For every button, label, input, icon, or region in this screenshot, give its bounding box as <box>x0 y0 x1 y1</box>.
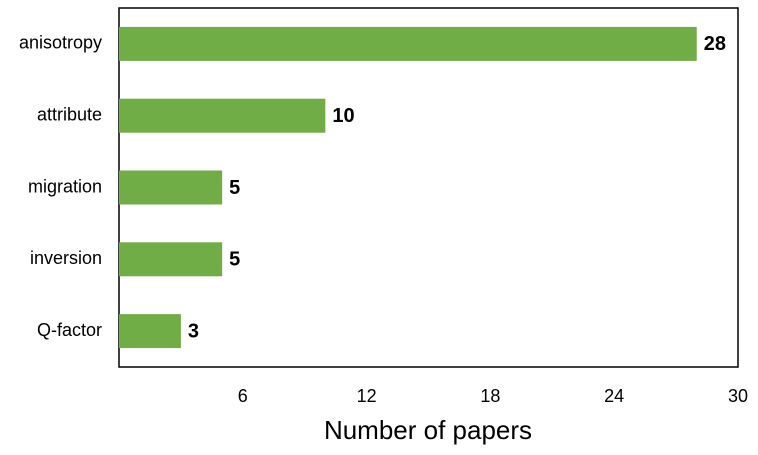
bar <box>119 242 223 277</box>
bar <box>119 314 181 349</box>
data-label: 10 <box>332 105 354 127</box>
data-label: 5 <box>229 249 240 271</box>
x-tick-label: 24 <box>604 386 624 406</box>
bar <box>119 98 326 133</box>
data-label: 28 <box>704 33 726 55</box>
x-tick-label: 30 <box>728 386 748 406</box>
bar <box>119 26 697 61</box>
x-tick-label: 18 <box>480 386 500 406</box>
x-axis-label: Number of papers <box>324 415 532 445</box>
data-label: 3 <box>188 320 199 342</box>
y-tick-label: migration <box>28 176 102 196</box>
y-tick-label: Q-factor <box>37 320 102 340</box>
x-tick-label: 6 <box>238 386 248 406</box>
y-tick-label: attribute <box>37 104 102 124</box>
bar <box>119 170 223 205</box>
y-tick-label: anisotropy <box>19 33 102 53</box>
y-tick-label: inversion <box>30 248 102 268</box>
data-label: 5 <box>229 177 240 199</box>
x-tick-label: 12 <box>357 386 377 406</box>
